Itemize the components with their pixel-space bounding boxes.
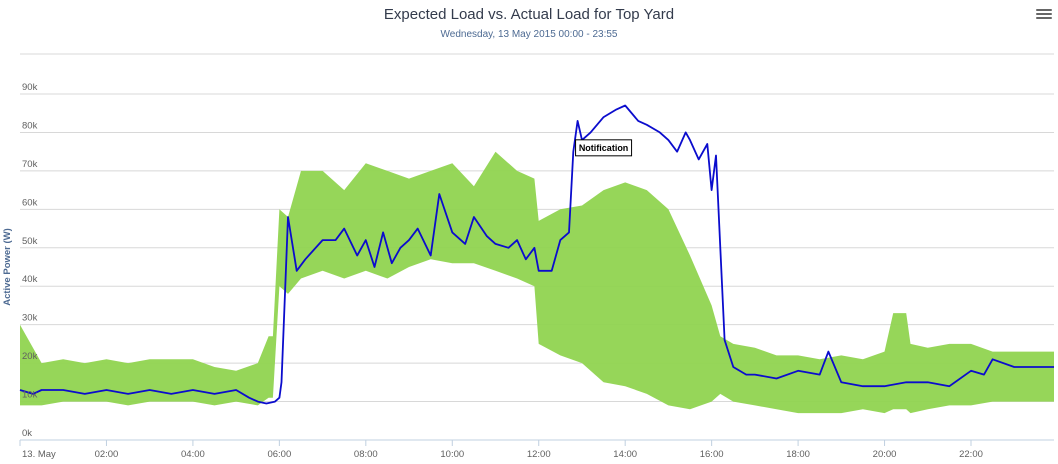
x-tick-label: 18:00 [786,449,810,460]
x-tick-label: 14:00 [613,449,637,460]
y-tick-label: 40k [22,274,38,285]
x-axis-ticks: 13. May 02:00 04:00 06:00 08:00 10:00 12:00 14:… [19,440,983,460]
y-axis-title: Active Power (W) [2,228,13,306]
y-tick-label: 60k [22,197,38,208]
chart-subtitle: Wednesday, 13 May 2015 00:00 - 23:55 [440,29,618,40]
y-tick-label: 30k [22,313,38,324]
x-tick-label: 08:00 [354,449,378,460]
x-tick-label: 20:00 [873,449,897,460]
x-tick-label: 10:00 [440,449,464,460]
menu-bar [1036,13,1052,15]
y-tick-label: 80k [22,120,38,131]
x-tick-label: 04:00 [181,449,205,460]
x-tick-label: 16:00 [700,449,724,460]
y-tick-label: 70k [22,159,38,170]
y-tick-label: 90k [22,82,38,93]
chart-title: Expected Load vs. Actual Load for Top Ya… [383,6,675,23]
menu-bar [1036,9,1052,11]
x-tick-label: 13. May [22,449,56,460]
y-tick-label: 0k [22,428,32,439]
x-tick-label: 06:00 [267,449,291,460]
menu-bar [1036,17,1052,19]
x-tick-label: 22:00 [959,449,983,460]
y-tick-label: 20k [22,351,38,362]
expected-load-band [20,151,1054,414]
notification-annotation[interactable]: Notification [575,139,633,157]
hamburger-icon[interactable] [1036,7,1052,21]
notification-box [575,139,633,157]
y-axis-ticks: 0k 10k 20k 30k 40k 50k 60k 70k 80k 90k [22,82,38,439]
x-tick-label: 12:00 [527,449,551,460]
actual-load-line [19,104,1054,405]
x-tick-label: 02:00 [95,449,119,460]
notification-label: Notification [579,143,629,153]
y-tick-label: 10k [22,390,38,401]
y-tick-label: 50k [22,236,38,247]
